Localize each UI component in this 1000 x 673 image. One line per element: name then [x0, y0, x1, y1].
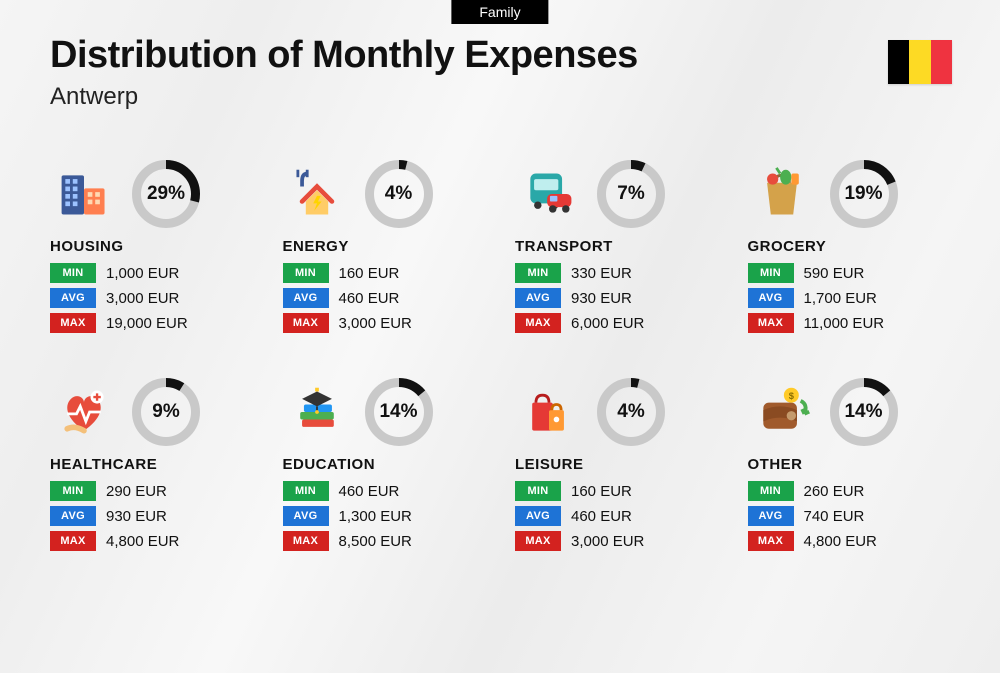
category-name: GROCERY [748, 238, 951, 255]
max-value: 19,000 EUR [106, 315, 188, 332]
max-value: 4,800 EUR [804, 533, 877, 550]
avg-badge: AVG [283, 506, 329, 526]
max-value: 11,000 EUR [804, 315, 885, 332]
min-value: 330 EUR [571, 265, 632, 282]
min-value: 160 EUR [339, 265, 400, 282]
avg-value: 740 EUR [804, 508, 865, 525]
transport-icon [515, 163, 583, 225]
avg-value: 3,000 EUR [106, 290, 179, 307]
min-badge: MIN [50, 263, 96, 283]
max-badge: MAX [50, 531, 96, 551]
flag-stripe [888, 40, 909, 84]
percent-value: 19% [830, 160, 898, 228]
max-badge: MAX [515, 531, 561, 551]
percent-ring: 14% [365, 378, 433, 446]
expense-card: 19% GROCERY MIN 590 EUR AVG 1,700 EUR MA… [748, 160, 951, 338]
category-tab: Family [451, 0, 548, 24]
max-badge: MAX [748, 313, 794, 333]
expense-card: 14% EDUCATION MIN 460 EUR AVG 1,300 EUR … [283, 378, 486, 556]
min-value: 590 EUR [804, 265, 865, 282]
min-badge: MIN [748, 481, 794, 501]
header: Distribution of Monthly Expenses Antwerp [50, 34, 950, 111]
expense-card: 9% HEALTHCARE MIN 290 EUR AVG 930 EUR MA… [50, 378, 253, 556]
percent-ring: 9% [132, 378, 200, 446]
max-value: 3,000 EUR [339, 315, 412, 332]
country-flag [888, 40, 952, 84]
category-name: OTHER [748, 456, 951, 473]
min-badge: MIN [50, 481, 96, 501]
min-value: 260 EUR [804, 483, 865, 500]
expense-card: $ 14% OTHER MIN 260 EUR AVG 740 EUR MAX … [748, 378, 951, 556]
page-subtitle: Antwerp [50, 83, 950, 111]
expense-card: 4% LEISURE MIN 160 EUR AVG 460 EUR MAX 3… [515, 378, 718, 556]
min-value: 290 EUR [106, 483, 167, 500]
max-value: 6,000 EUR [571, 315, 644, 332]
min-badge: MIN [515, 263, 561, 283]
max-value: 4,800 EUR [106, 533, 179, 550]
min-badge: MIN [283, 263, 329, 283]
avg-badge: AVG [50, 506, 96, 526]
category-name: TRANSPORT [515, 238, 718, 255]
avg-value: 930 EUR [106, 508, 167, 525]
category-name: LEISURE [515, 456, 718, 473]
healthcare-icon [50, 381, 118, 443]
percent-value: 7% [597, 160, 665, 228]
housing-icon [50, 163, 118, 225]
percent-value: 14% [365, 378, 433, 446]
percent-value: 14% [830, 378, 898, 446]
avg-value: 460 EUR [339, 290, 400, 307]
max-badge: MAX [748, 531, 794, 551]
category-name: EDUCATION [283, 456, 486, 473]
max-badge: MAX [283, 313, 329, 333]
flag-stripe [909, 40, 930, 84]
svg-text:$: $ [788, 391, 794, 401]
expense-grid: 29% HOUSING MIN 1,000 EUR AVG 3,000 EUR … [50, 160, 950, 556]
avg-badge: AVG [515, 288, 561, 308]
max-value: 8,500 EUR [339, 533, 412, 550]
percent-ring: 7% [597, 160, 665, 228]
avg-badge: AVG [50, 288, 96, 308]
education-icon [283, 381, 351, 443]
percent-ring: 19% [830, 160, 898, 228]
grocery-icon [748, 163, 816, 225]
percent-value: 4% [597, 378, 665, 446]
min-badge: MIN [515, 481, 561, 501]
min-value: 160 EUR [571, 483, 632, 500]
max-value: 3,000 EUR [571, 533, 644, 550]
max-badge: MAX [50, 313, 96, 333]
max-badge: MAX [283, 531, 329, 551]
avg-badge: AVG [748, 506, 794, 526]
avg-badge: AVG [515, 506, 561, 526]
percent-value: 29% [132, 160, 200, 228]
avg-badge: AVG [748, 288, 794, 308]
page-title: Distribution of Monthly Expenses [50, 34, 950, 77]
other-icon: $ [748, 381, 816, 443]
min-badge: MIN [748, 263, 794, 283]
expense-card: 29% HOUSING MIN 1,000 EUR AVG 3,000 EUR … [50, 160, 253, 338]
percent-ring: 29% [132, 160, 200, 228]
flag-stripe [931, 40, 952, 84]
percent-ring: 4% [597, 378, 665, 446]
percent-value: 4% [365, 160, 433, 228]
percent-value: 9% [132, 378, 200, 446]
category-name: HEALTHCARE [50, 456, 253, 473]
expense-card: 4% ENERGY MIN 160 EUR AVG 460 EUR MAX 3,… [283, 160, 486, 338]
avg-value: 1,300 EUR [339, 508, 412, 525]
avg-value: 930 EUR [571, 290, 632, 307]
expense-card: 7% TRANSPORT MIN 330 EUR AVG 930 EUR MAX… [515, 160, 718, 338]
leisure-icon [515, 381, 583, 443]
percent-ring: 4% [365, 160, 433, 228]
category-name: ENERGY [283, 238, 486, 255]
avg-badge: AVG [283, 288, 329, 308]
min-value: 1,000 EUR [106, 265, 179, 282]
avg-value: 460 EUR [571, 508, 632, 525]
percent-ring: 14% [830, 378, 898, 446]
min-value: 460 EUR [339, 483, 400, 500]
energy-icon [283, 163, 351, 225]
avg-value: 1,700 EUR [804, 290, 877, 307]
max-badge: MAX [515, 313, 561, 333]
category-name: HOUSING [50, 238, 253, 255]
min-badge: MIN [283, 481, 329, 501]
